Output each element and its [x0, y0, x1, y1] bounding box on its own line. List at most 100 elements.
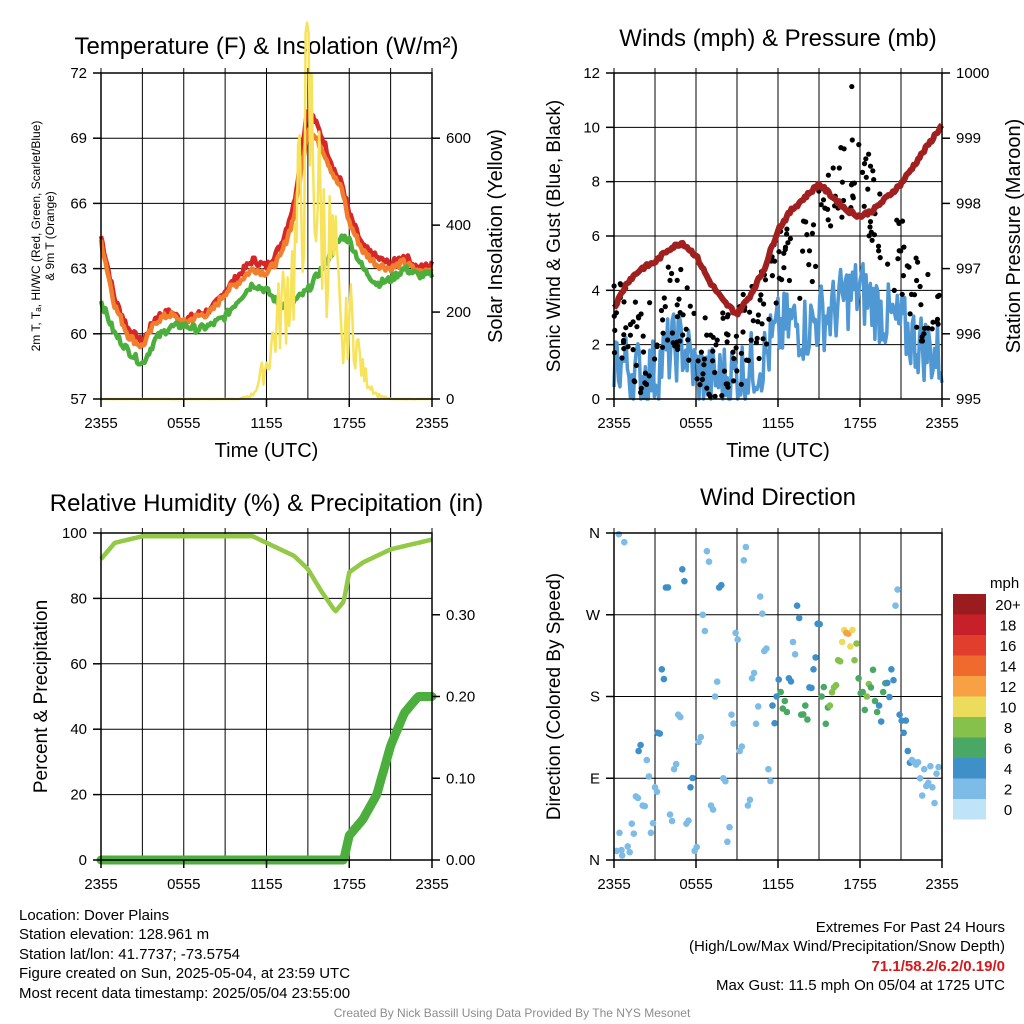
gust-point: [787, 236, 794, 242]
direction-point: [855, 675, 862, 682]
direction-point: [931, 799, 938, 807]
gust-point: [684, 285, 690, 291]
gust-point: [654, 342, 660, 348]
gust-point: [825, 217, 831, 223]
gust-point: [660, 330, 666, 336]
y-tick-label: 60: [70, 656, 87, 673]
gust-point: [919, 334, 925, 340]
gust-point: [813, 263, 819, 269]
gust-point: [738, 350, 745, 356]
gust-point: [676, 296, 682, 302]
direction-point: [771, 719, 778, 727]
direction-point: [656, 730, 664, 737]
chart-title: Wind Direction: [700, 484, 856, 511]
gust-point: [661, 295, 667, 301]
direction-point: [689, 774, 696, 782]
x-tick-label: 1155: [762, 876, 794, 893]
gust-point: [870, 168, 876, 174]
gust-point: [786, 277, 793, 284]
gust-point: [701, 362, 707, 368]
gust-point: [701, 356, 708, 362]
direction-point: [679, 566, 686, 573]
gust-point: [674, 302, 680, 308]
gust-point: [647, 300, 653, 306]
gust-point: [723, 381, 729, 387]
gust-point: [678, 266, 684, 273]
y-tick-label: W: [586, 607, 601, 624]
colorbar-swatch: [953, 635, 986, 656]
direction-point: [853, 640, 860, 647]
series-relative-humidity: [99, 534, 433, 614]
gust-point: [685, 337, 691, 343]
x-tick-label: 0555: [167, 415, 200, 432]
direction-point: [722, 777, 729, 785]
direction-point: [724, 838, 731, 846]
gust-point: [839, 179, 846, 185]
gust-point: [691, 310, 697, 316]
gust-point: [825, 206, 831, 212]
y2-tick-label: 1000: [956, 65, 989, 82]
plot-area: [98, 21, 435, 401]
gust-point: [634, 324, 640, 330]
gust-point: [721, 368, 728, 374]
gust-point: [723, 331, 730, 337]
gust-point: [627, 321, 634, 328]
gust-point: [731, 378, 737, 384]
gust-point: [710, 358, 716, 364]
y-tick-label: 60: [70, 326, 87, 343]
colorbar-swatch: [953, 676, 986, 697]
gust-point: [773, 300, 779, 306]
y-tick-label: N: [589, 525, 600, 542]
direction-point: [789, 638, 797, 646]
y2-tick-label: 995: [956, 391, 981, 408]
gust-point: [914, 277, 920, 284]
gust-point: [700, 371, 706, 377]
figure-created: Figure created on Sun, 2025-05-04, at 23…: [19, 965, 351, 983]
y2-tick-label: 998: [956, 195, 981, 212]
gust-point: [936, 292, 942, 298]
direction-point: [756, 593, 764, 600]
gust-point: [776, 249, 782, 255]
gust-point: [621, 332, 627, 338]
gust-point: [702, 315, 708, 321]
x-tick-label: 1155: [250, 415, 282, 432]
gust-point: [633, 362, 639, 368]
y-tick-label: 100: [62, 525, 87, 542]
gust-point: [712, 369, 718, 376]
y2-tick-label: 996: [956, 326, 981, 343]
direction-point: [697, 733, 705, 741]
direction-point: [916, 775, 924, 782]
extremes-title: Extremes For Past 24 Hours: [815, 919, 1005, 936]
direction-point: [713, 678, 721, 685]
direction-point: [873, 708, 881, 716]
direction-point: [754, 703, 762, 710]
gust-point: [635, 314, 642, 320]
gust-point: [724, 339, 730, 345]
y2-tick-label: 400: [446, 217, 471, 234]
gust-point: [907, 311, 913, 317]
gust-point: [876, 248, 882, 254]
gust-point: [710, 348, 716, 354]
direction-point: [637, 741, 644, 749]
direction-point: [709, 806, 717, 813]
gust-point: [865, 186, 871, 192]
direction-point: [624, 843, 631, 850]
direction-point: [748, 675, 756, 682]
direction-point: [653, 788, 661, 795]
y2-axis-label: Solar Insolation (Yellow): [485, 129, 507, 343]
gust-point: [836, 165, 842, 171]
direction-point: [626, 848, 633, 856]
colorbar-swatch: [953, 758, 986, 779]
gust-point: [686, 357, 692, 363]
station-info: Location: Dover Plains Station elevation…: [19, 906, 350, 1003]
gust-point: [895, 256, 901, 262]
y-axis-label: 2m T, Tₐ, HI/WC (Red, Green, Scarlet/Blu…: [29, 121, 57, 352]
extremes-values: 71.1/58.2/6.2/0.19/0: [871, 957, 1005, 975]
direction-point: [681, 577, 688, 585]
gust-point: [891, 287, 897, 293]
colorbar-swatch: [953, 696, 986, 717]
gust-point: [713, 342, 719, 348]
y2-tick-label: 0.00: [446, 852, 475, 869]
gust-point: [867, 219, 874, 225]
direction-point: [914, 759, 922, 766]
